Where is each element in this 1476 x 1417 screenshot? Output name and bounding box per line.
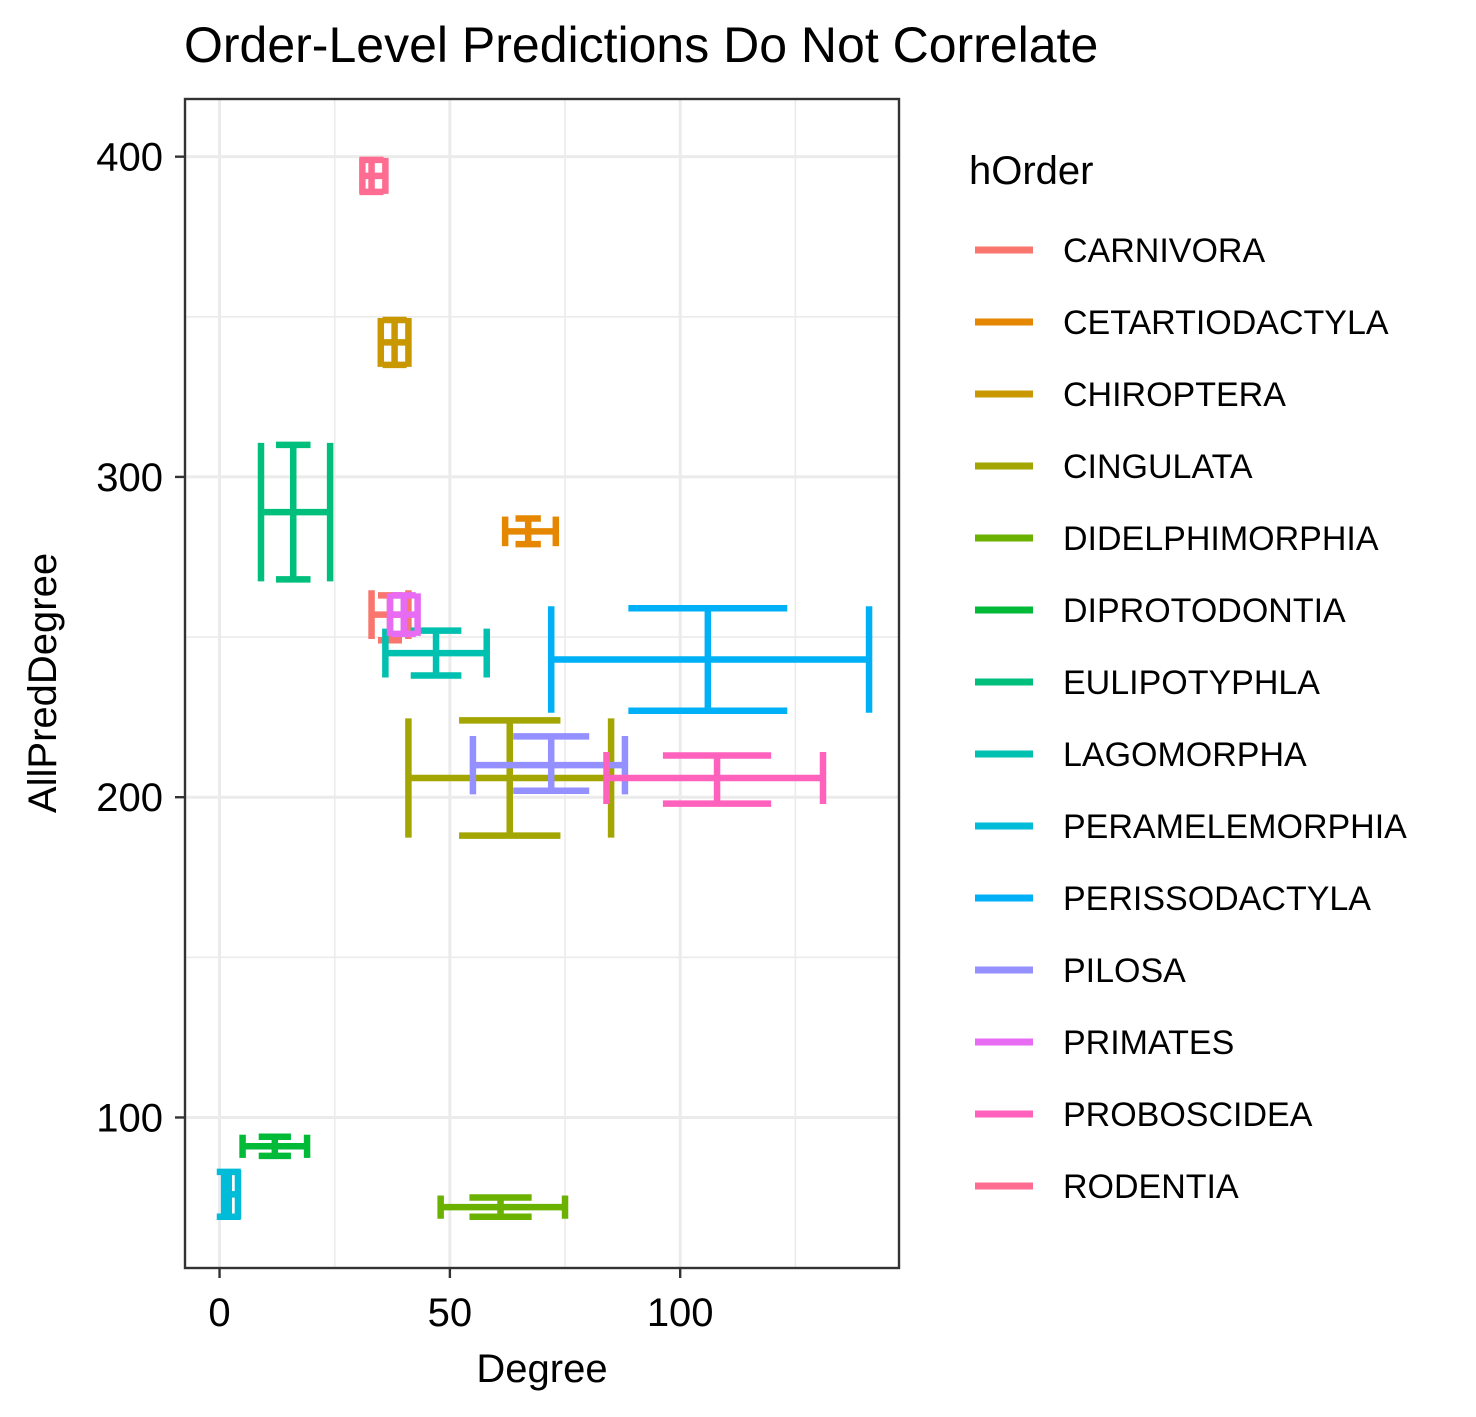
legend-item: CETARTIODACTYLA <box>975 304 1389 342</box>
legend: hOrder CARNIVORA CETARTIODACTYLA CHIROPTER… <box>969 149 1407 1206</box>
legend-item: PILOSA <box>975 952 1186 990</box>
legend-item: EULIPOTYPHLA <box>975 664 1320 702</box>
x-tick-label: 50 <box>428 1291 473 1335</box>
legend-item: CINGULATA <box>975 448 1253 486</box>
errorbar-eulipotyphla <box>257 441 334 583</box>
x-axis: 0 50 100 <box>208 1268 714 1335</box>
errorbar-pilosa <box>469 733 629 795</box>
y-tick-label: 200 <box>96 776 163 820</box>
errorbar-chiroptera <box>377 316 412 369</box>
legend-item: PERAMELEMORPHIA <box>975 808 1407 846</box>
legend-label: DIPROTODONTIA <box>1063 592 1346 630</box>
legend-label: PERISSODACTYLA <box>1063 880 1371 918</box>
legend-item: PERISSODACTYLA <box>975 880 1371 918</box>
errorbar-proboscidea <box>603 751 827 807</box>
legend-item: DIPROTODONTIA <box>975 592 1346 630</box>
y-axis-title: AllPredDegree <box>21 553 65 813</box>
legend-item: LAGOMORPHA <box>975 736 1307 774</box>
legend-title: hOrder <box>969 149 1094 193</box>
y-tick-label: 300 <box>96 456 163 500</box>
plot-panel-border <box>183 97 901 1270</box>
x-axis-title: Degree <box>476 1347 607 1391</box>
legend-item: PROBOSCIDEA <box>975 1096 1313 1134</box>
chart-title: Order-Level Predictions Do Not Correlate <box>184 17 1098 73</box>
errorbar-rodentia <box>359 156 389 196</box>
legend-item: CHIROPTERA <box>975 376 1286 414</box>
error-bars <box>216 156 873 1221</box>
errorbar-primates <box>386 592 421 638</box>
legend-label: DIDELPHIMORPHIA <box>1063 520 1379 558</box>
legend-label: PRIMATES <box>1063 1024 1234 1062</box>
legend-label: CINGULATA <box>1063 448 1253 486</box>
errorbar-perissodactyla <box>547 604 873 714</box>
errorbar-peramelemorphia <box>216 1168 242 1221</box>
legend-label: CHIROPTERA <box>1063 376 1286 414</box>
legend-label: RODENTIA <box>1063 1168 1239 1206</box>
plot-panel-background <box>185 99 899 1268</box>
legend-label: PILOSA <box>1063 952 1186 990</box>
legend-label: PERAMELEMORPHIA <box>1063 808 1407 846</box>
legend-item: PRIMATES <box>975 1024 1234 1062</box>
legend-label: CARNIVORA <box>1063 232 1265 270</box>
minor-gridlines <box>185 99 899 1268</box>
errorbar-lagomorpha <box>382 627 490 679</box>
errorbar-diprotodontia <box>239 1133 311 1160</box>
legend-item: DIDELPHIMORPHIA <box>975 520 1379 558</box>
y-tick-label: 100 <box>96 1096 163 1140</box>
legend-item: CARNIVORA <box>975 232 1265 270</box>
legend-label: PROBOSCIDEA <box>1063 1096 1313 1134</box>
legend-label: CETARTIODACTYLA <box>1063 304 1389 342</box>
major-gridlines <box>185 99 899 1268</box>
x-tick-label: 100 <box>647 1291 714 1335</box>
legend-label: LAGOMORPHA <box>1063 736 1307 774</box>
errorbar-cetartiodactyla <box>501 515 560 548</box>
y-tick-label: 400 <box>96 136 163 180</box>
legend-item: RODENTIA <box>975 1168 1239 1206</box>
errorbar-didelphimorphia <box>437 1194 569 1221</box>
x-tick-label: 0 <box>208 1291 230 1335</box>
legend-label: EULIPOTYPHLA <box>1063 664 1320 702</box>
y-axis: 100 200 300 400 <box>96 136 185 1140</box>
